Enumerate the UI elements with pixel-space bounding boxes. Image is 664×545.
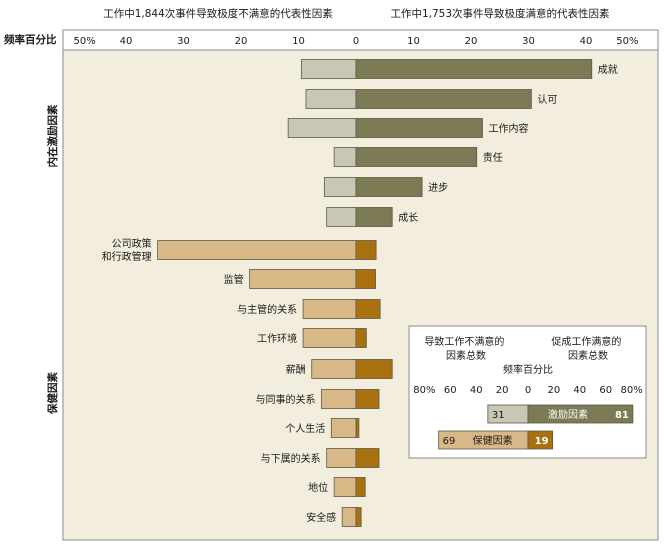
tick-label: 10	[292, 36, 305, 47]
tick-label: 0	[353, 36, 359, 47]
inset-tick-label: 20	[496, 385, 509, 396]
tick-label: 50%	[74, 36, 96, 47]
bar-dissatisfied	[300, 59, 357, 79]
inset-axis-ticks: 80% 60 40 20 0 20 40 60 80%	[413, 385, 642, 396]
tick-label: 10	[407, 36, 420, 47]
tick-label: 40	[580, 36, 593, 47]
category-label: 进步	[428, 182, 448, 194]
inset-right-value: 19	[535, 436, 549, 447]
bar-satisfied	[355, 240, 377, 260]
category-label: 与下属的关系	[261, 452, 321, 465]
bar-dissatisfied	[287, 118, 357, 138]
bar-satisfied	[355, 147, 478, 167]
bar-satisfied	[355, 89, 532, 109]
bar-satisfied	[355, 507, 362, 527]
category-label: 责任	[483, 151, 503, 164]
tick-band	[62, 29, 659, 51]
right-title: 工作中1,753次事件导致极度满意的代表性因素	[390, 7, 609, 20]
inset-axis-caption: 频率百分比	[503, 363, 553, 376]
category-label: 与主管的关系	[237, 303, 297, 316]
bar-dissatisfied	[341, 507, 357, 527]
category-label: 薪酬	[286, 364, 306, 376]
inset-summary: 导致工作不满意的 因素总数 促成工作满意的 因素总数 频率百分比 80% 60 40…	[408, 325, 647, 459]
inset-left-value: 69	[443, 436, 456, 447]
inset-left-title: 导致工作不满意的 因素总数	[424, 335, 507, 362]
left-title: 工作中1,844次事件导致极度不满意的代表性因素	[103, 7, 333, 20]
category-label: 认可	[537, 93, 557, 106]
bar-satisfied	[355, 269, 376, 289]
bar-satisfied	[355, 418, 360, 438]
bar-dissatisfied	[321, 389, 357, 409]
category-label: 与同事的关系	[256, 393, 316, 406]
top-axis-ticks: 50% 40 30 20 10 0 10 20 30 40 50%	[74, 36, 639, 47]
bar-dissatisfied	[323, 177, 357, 197]
inset-tick-label: 40	[470, 385, 483, 396]
bar-dissatisfied	[302, 328, 357, 348]
tick-label: 30	[522, 36, 535, 47]
inset-left-value: 31	[492, 410, 505, 421]
category-label: 成就	[598, 63, 618, 76]
bar-satisfied	[355, 448, 380, 468]
category-label: 个人生活	[285, 422, 325, 435]
bar-dissatisfied	[302, 299, 357, 319]
bar-satisfied	[355, 359, 393, 379]
category-label: 安全感	[306, 511, 336, 524]
group-label-motivators: 内在激励因素	[46, 104, 59, 167]
inset-tick-label: 80%	[620, 385, 642, 396]
category-label: 监管	[224, 273, 244, 286]
inset-tick-label: 0	[525, 385, 531, 396]
bar-satisfied	[355, 477, 366, 497]
bar-satisfied	[355, 118, 483, 138]
inset-tick-label: 60	[444, 385, 457, 396]
category-label: 地位	[308, 481, 328, 494]
bar-group: 成就认可工作内容责任进步成长公司政策和行政管理监管与主管的关系工作环境薪酬与同事…	[102, 59, 618, 527]
inset-tick-label: 80%	[413, 385, 435, 396]
inset-bar-right	[527, 404, 634, 424]
bar-satisfied	[355, 328, 367, 348]
inset-right-value: 81	[615, 410, 629, 421]
inset-bar-label: 激励因素	[548, 408, 588, 421]
inset-bar-label: 保健因素	[473, 434, 513, 447]
bar-satisfied	[355, 389, 380, 409]
category-label: 成长	[398, 212, 418, 224]
bar-dissatisfied	[330, 418, 357, 438]
bar-dissatisfied	[249, 269, 357, 289]
tick-label: 20	[235, 36, 248, 47]
inset-tick-label: 20	[548, 385, 561, 396]
category-label: 工作内容	[489, 122, 529, 135]
bar-satisfied	[355, 177, 423, 197]
bar-dissatisfied	[333, 147, 357, 167]
inset-bar-right	[527, 430, 554, 450]
category-label: 工作环境	[257, 332, 297, 345]
tick-label: 30	[177, 36, 190, 47]
inset-bars: 31 81 激励因素 69 19 保健因素	[438, 404, 634, 450]
inset-right-title: 促成工作满意的 因素总数	[551, 335, 624, 362]
bar-dissatisfied	[326, 448, 357, 468]
bar-dissatisfied	[305, 89, 357, 109]
bar-satisfied	[355, 59, 593, 79]
tick-label: 40	[120, 36, 133, 47]
axis-caption: 频率百分比	[4, 33, 57, 46]
bar-dissatisfied	[333, 477, 357, 497]
tick-label: 50%	[616, 36, 638, 47]
inset-tick-label: 40	[573, 385, 586, 396]
bar-satisfied	[355, 207, 393, 227]
tick-label: 20	[465, 36, 478, 47]
inset-tick-label: 60	[599, 385, 612, 396]
bar-dissatisfied	[311, 359, 357, 379]
bar-satisfied	[355, 299, 381, 319]
group-label-hygiene: 保健因素	[46, 372, 59, 415]
category-label: 公司政策和行政管理	[102, 237, 152, 263]
bar-dissatisfied	[157, 240, 357, 260]
bar-dissatisfied	[326, 207, 357, 227]
